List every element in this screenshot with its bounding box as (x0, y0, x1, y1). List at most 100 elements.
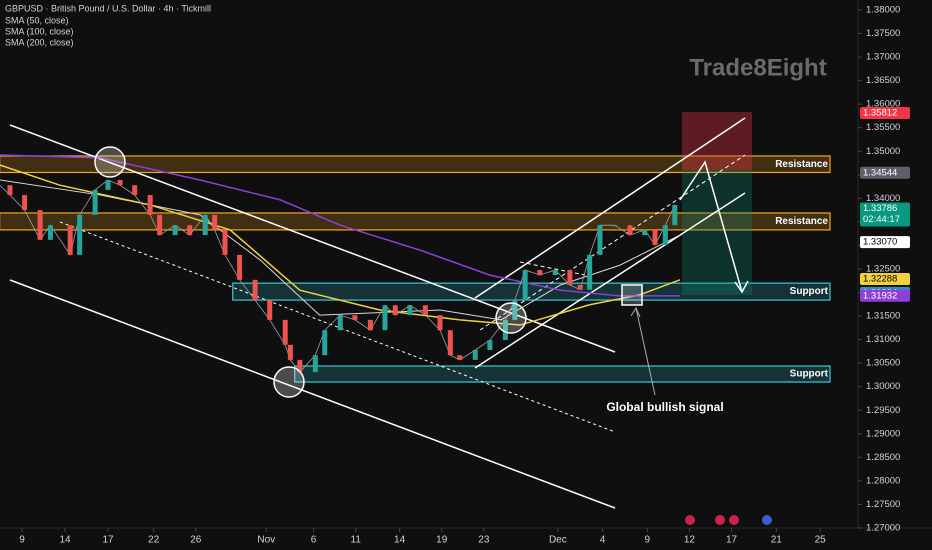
candle (512, 300, 518, 320)
candle (352, 315, 358, 320)
projection-arrow (679, 160, 743, 293)
price-tag-label: 1.33070 (863, 237, 897, 248)
candle (437, 315, 443, 331)
y-tick-label: 1.31000 (866, 334, 900, 345)
y-tick-label: 1.28500 (866, 452, 900, 463)
candle (652, 229, 658, 245)
trend-line (9, 279, 616, 509)
price-tag (860, 289, 910, 302)
y-tick-label: 1.35000 (866, 146, 900, 157)
candle (522, 269, 528, 301)
candle (147, 195, 153, 215)
sma-line (0, 154, 680, 297)
y-tick-label: 1.36500 (866, 75, 900, 86)
price-tag-label: 1.33786 (863, 203, 897, 214)
candle (447, 330, 453, 356)
channel-midline (479, 154, 746, 331)
x-tick-label: 26 (190, 535, 202, 546)
price-tag-label: 1.35812 (863, 108, 897, 119)
price-tag-sublabel: 02:44:17 (863, 214, 900, 225)
y-tick-label: 1.29000 (866, 428, 900, 439)
candle (642, 229, 648, 236)
zone (0, 155, 831, 174)
candle (67, 225, 73, 255)
candle (297, 359, 303, 373)
event-icon (685, 515, 695, 525)
x-tick-label: 17 (102, 535, 114, 546)
sma-line (0, 164, 681, 326)
trend-midline (59, 221, 616, 433)
x-tick-label: 6 (311, 535, 317, 546)
channel-line (474, 117, 746, 299)
y-tick-label: 1.28000 (866, 475, 900, 486)
candle (22, 195, 28, 211)
x-tick-label: 22 (148, 535, 160, 546)
candle (267, 300, 273, 320)
candle (37, 210, 43, 240)
price-tag (860, 166, 910, 179)
legend-entry: SMA (50, close) (5, 15, 69, 25)
signal-box (621, 284, 643, 306)
candle (202, 214, 208, 236)
y-tick-label: 1.35500 (866, 122, 900, 133)
x-tick-label: 14 (394, 535, 406, 546)
annotation: Global bullish signal (606, 400, 723, 414)
candle (487, 340, 493, 350)
price-tag (860, 202, 910, 227)
candle (172, 225, 178, 236)
zone-label: Resistance (775, 159, 828, 170)
candle (597, 225, 603, 255)
highlight-circle (94, 146, 126, 178)
y-tick-label: 1.37000 (866, 52, 900, 63)
candle (662, 225, 668, 245)
candle (457, 355, 463, 360)
event-icon (729, 515, 739, 525)
y-tick-label: 1.38000 (866, 5, 900, 16)
legend-entry: SMA (100, close) (5, 26, 74, 36)
y-tick-label: 1.30500 (866, 358, 900, 369)
candle (187, 225, 193, 236)
y-tick-label: 1.36000 (866, 99, 900, 110)
x-tick-label: 23 (478, 535, 490, 546)
candle (337, 315, 343, 331)
price-tag-label: 1.31932 (863, 290, 897, 301)
price-tag-label: 1.34544 (863, 167, 897, 178)
candle (567, 269, 573, 286)
candle (237, 254, 243, 280)
y-tick-label: 1.37500 (866, 28, 900, 39)
x-tick-label: 21 (771, 535, 783, 546)
x-tick-label: 12 (684, 535, 696, 546)
candle (77, 214, 83, 255)
zone-label: Resistance (775, 216, 828, 227)
chart-title: GBPUSD · British Pound / U.S. Dollar · 4… (5, 3, 211, 13)
callout-line (635, 307, 656, 396)
price-tag-label: 1.32288 (863, 273, 897, 284)
y-tick-label: 1.34000 (866, 193, 900, 204)
event-icon (715, 515, 725, 525)
x-tick-label: 25 (815, 535, 827, 546)
candle (502, 319, 508, 341)
candle (672, 204, 678, 226)
y-tick-label: 1.29500 (866, 405, 900, 416)
axis-layer: 1.38000 1.37500 1.37000 1.36500 1.36000 1.355… (19, 5, 910, 546)
x-tick-label: 19 (436, 535, 448, 546)
candle (472, 349, 478, 360)
candle (282, 319, 288, 345)
y-tick-label: 1.27500 (866, 499, 900, 510)
candle (382, 305, 388, 331)
highlight-circle (273, 366, 305, 398)
x-tick-label: Dec (549, 535, 567, 546)
x-tick-label: 11 (351, 535, 362, 546)
event-icon (762, 515, 772, 525)
candle (117, 179, 123, 186)
candle (537, 269, 543, 276)
x-tick-label: 17 (726, 535, 738, 546)
candle (47, 225, 53, 240)
x-tick-label: Nov (257, 535, 275, 546)
price-tag (860, 107, 910, 120)
candle (157, 214, 163, 236)
y-tick-label: 1.32500 (866, 264, 900, 275)
